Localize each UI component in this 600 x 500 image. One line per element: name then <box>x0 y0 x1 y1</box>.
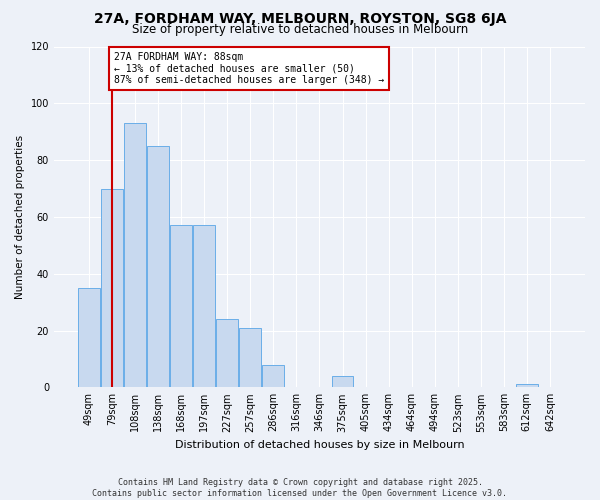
Bar <box>78 288 100 388</box>
X-axis label: Distribution of detached houses by size in Melbourn: Distribution of detached houses by size … <box>175 440 464 450</box>
Bar <box>124 123 146 388</box>
Y-axis label: Number of detached properties: Number of detached properties <box>15 135 25 299</box>
Text: 27A FORDHAM WAY: 88sqm
← 13% of detached houses are smaller (50)
87% of semi-det: 27A FORDHAM WAY: 88sqm ← 13% of detached… <box>115 52 385 86</box>
Text: Size of property relative to detached houses in Melbourn: Size of property relative to detached ho… <box>132 22 468 36</box>
Bar <box>101 188 123 388</box>
Text: Contains HM Land Registry data © Crown copyright and database right 2025.
Contai: Contains HM Land Registry data © Crown c… <box>92 478 508 498</box>
Bar <box>193 226 215 388</box>
Bar <box>147 146 169 388</box>
Bar <box>516 384 538 388</box>
Bar <box>262 364 284 388</box>
Bar <box>332 376 353 388</box>
Bar <box>239 328 261 388</box>
Bar <box>217 319 238 388</box>
Text: 27A, FORDHAM WAY, MELBOURN, ROYSTON, SG8 6JA: 27A, FORDHAM WAY, MELBOURN, ROYSTON, SG8… <box>94 12 506 26</box>
Bar <box>170 226 192 388</box>
